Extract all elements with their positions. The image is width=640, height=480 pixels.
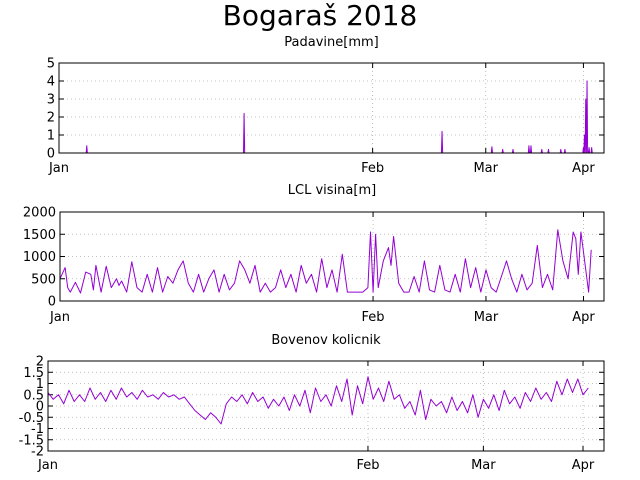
panel-1-ytick-label: 0 <box>47 147 55 162</box>
panel-1-title: Padavine[mm] <box>284 35 378 50</box>
panel-2-xtick-label: Mar <box>474 310 499 325</box>
panel-1-ytick-label: 5 <box>47 57 55 72</box>
panel-3-xtick-label: Apr <box>572 458 595 473</box>
panel-3-ytick-label: -1.5 <box>19 433 44 448</box>
panel-2-ytick-label: 0 <box>48 295 56 310</box>
panel-2-xtick-label: Feb <box>362 310 385 325</box>
panel-1-ytick-label: 1 <box>47 129 55 144</box>
panel-1-xtick-label: Mar <box>473 161 498 176</box>
panel-2-ytick-label: 2000 <box>23 206 56 221</box>
panel-3-series-line <box>47 376 589 425</box>
panel-2-plot-frame <box>59 211 605 302</box>
panel-1-ytick-label: 4 <box>47 75 55 90</box>
panel-2-ytick-label: 1000 <box>23 250 56 265</box>
panel-2-ytick-label: 1500 <box>23 228 56 243</box>
panel-1-ytick-label: 2 <box>47 111 55 126</box>
panel-1-plot-frame <box>58 62 605 154</box>
panel-3-ytick-label: -2 <box>31 445 44 460</box>
panel-1-ytick-label: 3 <box>47 93 55 108</box>
panel-3-ytick-label: 1.5 <box>23 366 44 381</box>
panel-1-xtick-label: Jan <box>48 161 69 176</box>
panel-3-xtick-label: Jan <box>37 458 58 473</box>
panel-3-ytick-label: -0.5 <box>19 411 44 426</box>
panel-3-plot-frame <box>47 360 605 452</box>
panel-3-ytick-label: 0.5 <box>23 388 44 403</box>
chart-main-title: Bogaraš 2018 <box>222 0 418 32</box>
panel-3-ytick-label: 2 <box>36 355 44 370</box>
panel-1-xtick-label: Feb <box>361 161 384 176</box>
panel-3-title: Bovenov kolicnik <box>271 333 381 348</box>
panel-2-xtick-label: Apr <box>572 310 595 325</box>
panel-2-xtick-label: Jan <box>49 310 70 325</box>
panel-3-xtick-label: Mar <box>471 458 496 473</box>
panel-3-ytick-label: 0 <box>36 400 44 415</box>
panel-3-xtick-label: Feb <box>356 458 379 473</box>
panel-2-title: LCL visina[m] <box>288 183 376 198</box>
panel-2-series-line <box>59 229 592 294</box>
panel-1-xtick-label: Apr <box>572 161 595 176</box>
panel-3-ytick-label: -1 <box>31 422 44 437</box>
panel-3-ytick-label: 1 <box>36 377 44 392</box>
panel-2-ytick-label: 500 <box>31 272 56 287</box>
